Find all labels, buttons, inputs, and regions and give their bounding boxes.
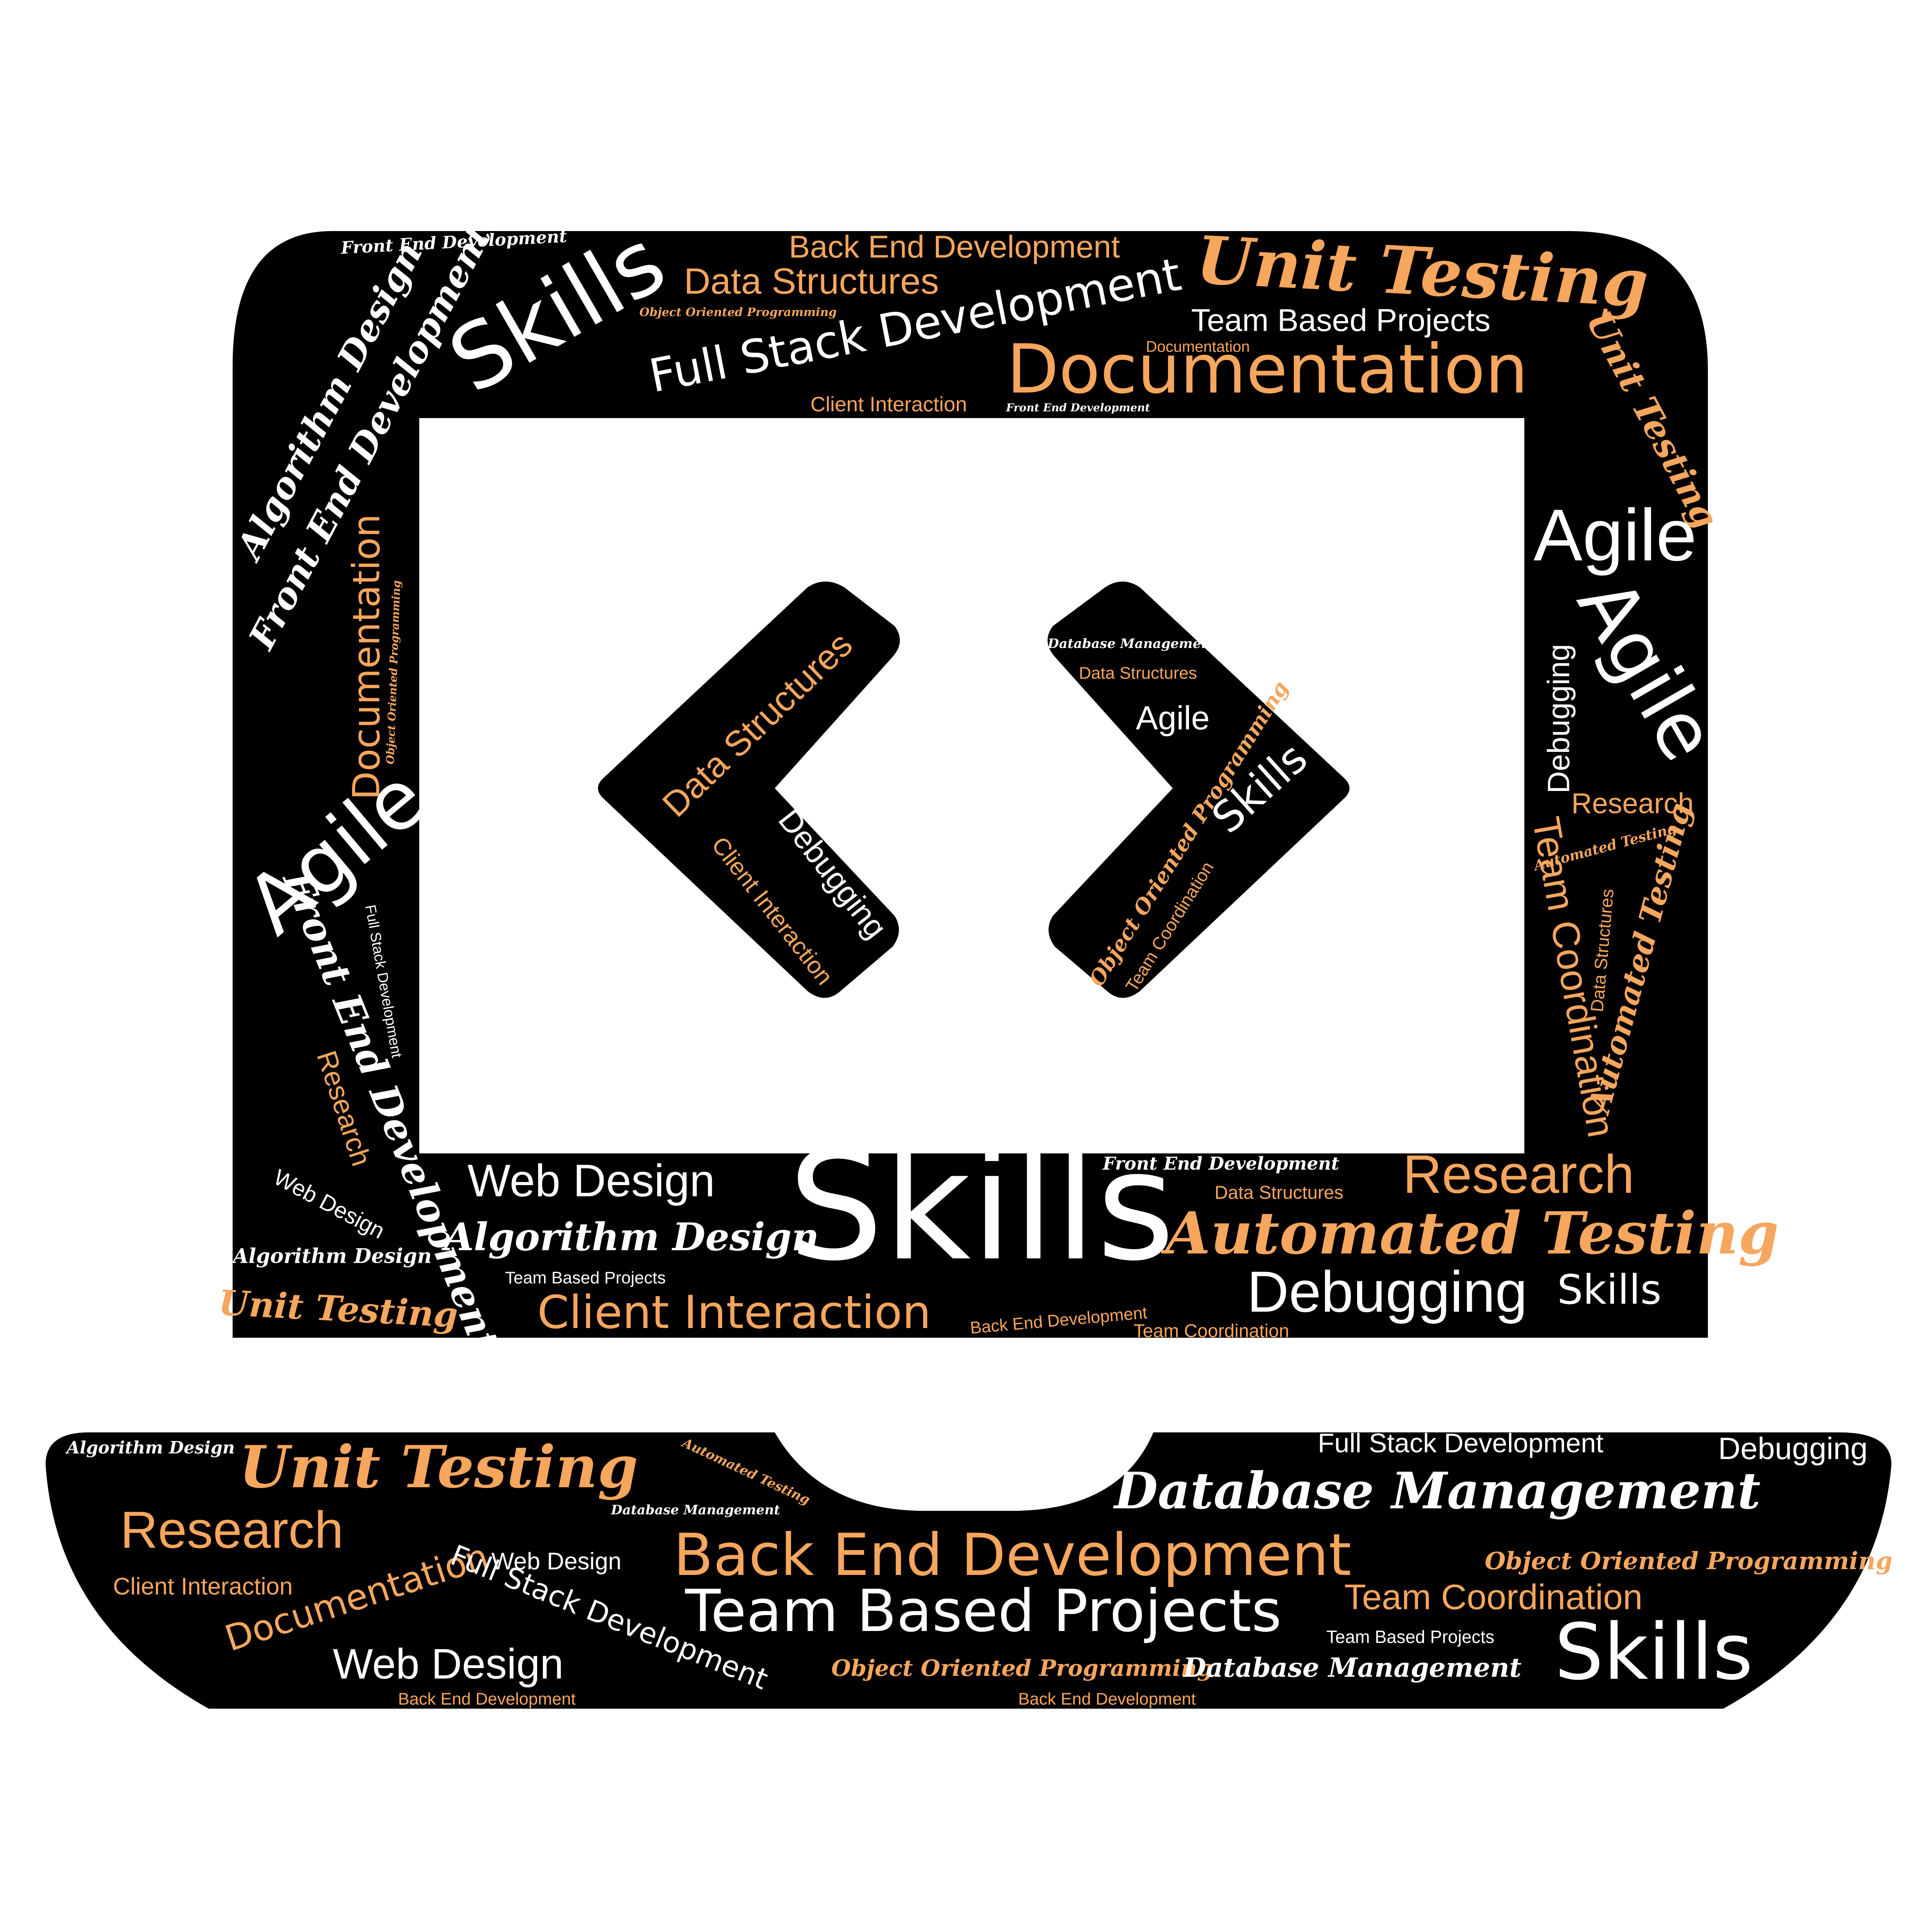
word: Documentation bbox=[345, 514, 388, 800]
word: Data Structures bbox=[684, 261, 939, 302]
word: Documentation bbox=[1007, 330, 1528, 409]
word: Client Interaction bbox=[810, 393, 967, 416]
word: Back End Development bbox=[398, 1690, 576, 1709]
word: Client Interaction bbox=[113, 1573, 293, 1600]
word: Team Coordination bbox=[1134, 1321, 1289, 1342]
word: Debugging bbox=[1718, 1431, 1868, 1466]
word: Skills bbox=[788, 1119, 1175, 1294]
word: Algorithm Design bbox=[441, 1215, 819, 1259]
word: Unit Testing bbox=[239, 1433, 638, 1501]
word: Algorithm Design bbox=[231, 1245, 432, 1268]
word: Research bbox=[120, 1501, 344, 1559]
word: Team Based Projects bbox=[505, 1269, 666, 1287]
laptop-keyboard-base bbox=[46, 1432, 1891, 1709]
word: Database Management bbox=[1047, 636, 1217, 651]
word: Object Oriented Programming bbox=[832, 1655, 1213, 1681]
word: Algorithm Design bbox=[65, 1438, 235, 1458]
word: Research bbox=[1403, 1144, 1634, 1204]
word: Database Management bbox=[1113, 1461, 1761, 1520]
word: Debugging bbox=[1247, 1259, 1527, 1324]
word: Full Stack Development bbox=[1318, 1428, 1603, 1458]
word: Team Coordination bbox=[1344, 1577, 1643, 1617]
word: Client Interaction bbox=[537, 1286, 931, 1339]
word: Agile bbox=[1136, 700, 1209, 737]
word: Debugging bbox=[1541, 644, 1576, 794]
word: Documentation bbox=[1146, 338, 1250, 355]
word: Back End Development bbox=[673, 1522, 1351, 1589]
word: Database Management bbox=[611, 1502, 780, 1518]
word: Team Based Projects bbox=[685, 1578, 1282, 1645]
word: Database Management bbox=[1182, 1653, 1521, 1684]
word: Data Structures bbox=[1079, 664, 1197, 683]
word: Web Design bbox=[333, 1640, 563, 1688]
word: Team Based Projects bbox=[1191, 303, 1491, 338]
word: Object Oriented Programming bbox=[1485, 1547, 1893, 1575]
word: Back End Development bbox=[1018, 1690, 1196, 1709]
word: Team Based Projects bbox=[1327, 1627, 1495, 1647]
word: Front End Development bbox=[1006, 401, 1150, 414]
word: Back End Development bbox=[789, 230, 1120, 265]
word: Research bbox=[1571, 787, 1694, 820]
word: Automated Testing bbox=[1161, 1199, 1779, 1267]
word: Skills bbox=[1557, 1266, 1662, 1313]
word: Object Oriented Programming bbox=[639, 306, 837, 319]
word: Web Design bbox=[468, 1155, 715, 1206]
code-bracket-left-shape bbox=[598, 582, 900, 998]
laptop-screen-frame bbox=[233, 231, 1708, 1338]
word: Front End Development bbox=[1102, 1153, 1339, 1174]
word: Data Structures bbox=[1214, 1183, 1343, 1203]
word: Agile bbox=[1534, 494, 1697, 576]
word: Skills bbox=[1554, 1607, 1753, 1697]
code-bracket-right-shape bbox=[1048, 582, 1350, 998]
word: Web Design bbox=[492, 1548, 622, 1575]
